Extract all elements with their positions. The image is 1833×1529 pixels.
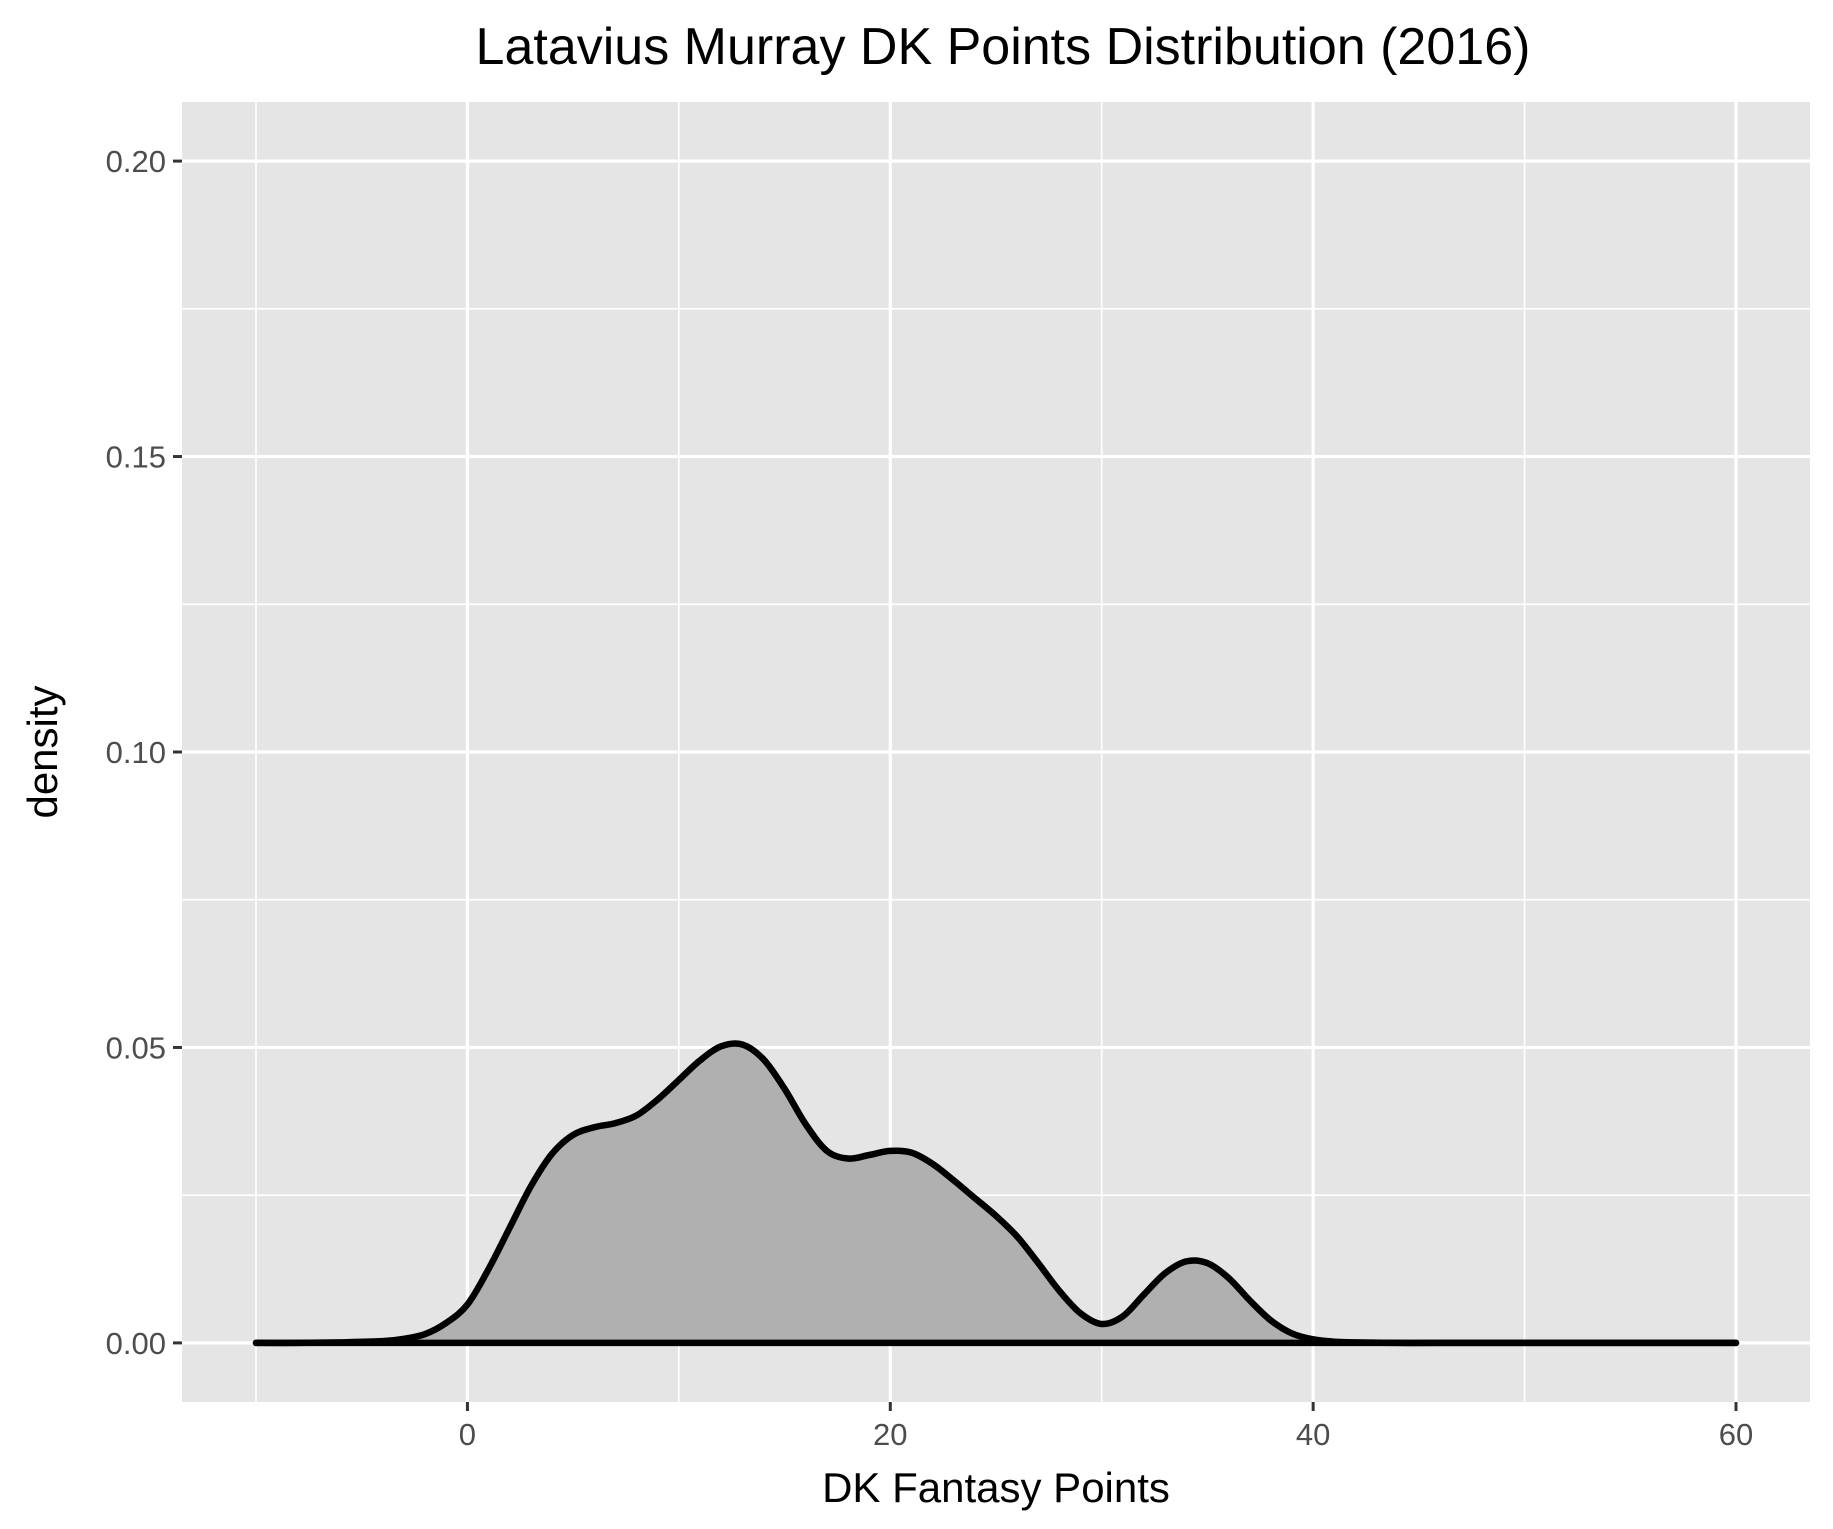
x-tick-label: 20 xyxy=(873,1417,907,1452)
chart-title: Latavius Murray DK Points Distribution (… xyxy=(476,18,1531,76)
x-tick-label: 40 xyxy=(1296,1417,1330,1452)
x-axis: 0 20 40 60 xyxy=(459,1402,1753,1452)
y-tick-label: 0.15 xyxy=(106,440,166,475)
x-tick-label: 60 xyxy=(1719,1417,1753,1452)
density-curve xyxy=(252,1040,1740,1347)
density-area-layer xyxy=(252,1040,1740,1347)
y-tick-label: 0.00 xyxy=(106,1326,166,1361)
y-axis: 0.00 0.05 0.10 0.15 0.20 xyxy=(106,144,182,1361)
y-tick-label: 0.05 xyxy=(106,1030,166,1065)
density-area-fill xyxy=(256,1043,1736,1343)
y-tick-label: 0.10 xyxy=(106,735,166,770)
y-axis-title: density xyxy=(19,685,66,818)
y-tick-label: 0.20 xyxy=(106,144,166,179)
x-axis-title: DK Fantasy Points xyxy=(822,1464,1170,1511)
x-tick-label: 0 xyxy=(459,1417,476,1452)
